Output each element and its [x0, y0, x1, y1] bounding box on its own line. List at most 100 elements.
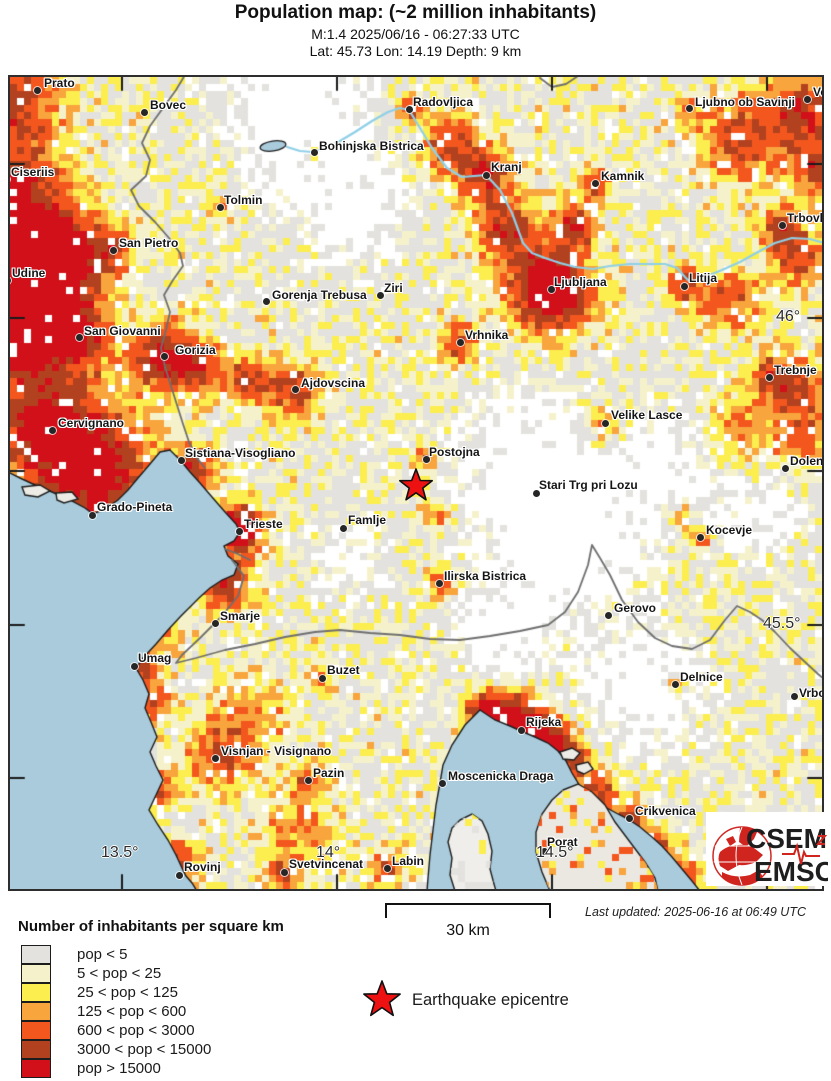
scale-bar-label: 30 km [446, 922, 490, 939]
city-dot [591, 179, 599, 187]
logo-line2: EMSC [754, 856, 828, 886]
legend-item: 600 < pop < 3000 [21, 1021, 211, 1040]
city-label: Trieste [244, 517, 283, 531]
scale-bar-line [385, 903, 551, 905]
city-label: Ljubljana [554, 275, 607, 289]
legend-item-label: pop < 5 [77, 946, 128, 963]
city-label: Ciseriis [11, 165, 55, 179]
city-dot [604, 611, 612, 619]
city-dot [696, 533, 704, 541]
city-dot [601, 419, 609, 427]
city-label: San Pietro [119, 236, 179, 250]
legend-item-label: 600 < pop < 3000 [77, 1022, 195, 1039]
legend-title: Number of inhabitants per square km [18, 918, 284, 935]
city-label: Crikvenica [635, 804, 696, 818]
header: Population map: (~2 million inhabitants)… [0, 2, 831, 59]
city-dot [383, 864, 391, 872]
legend-item: pop < 5 [21, 945, 211, 964]
city-label: Delnice [680, 670, 723, 684]
city-label: Kranj [491, 160, 522, 174]
city-dot [456, 338, 464, 346]
city-label: Litija [689, 271, 718, 285]
population-map: Prato Bovec Radovljica Ljubno ob Savinji Ve C… [8, 75, 824, 891]
city-dot [280, 868, 288, 876]
city-dot [376, 291, 384, 299]
city-dot [482, 171, 490, 179]
coordinate-label: 14.5° [536, 844, 574, 861]
legend: pop < 5 5 < pop < 25 25 < pop < 125 125 < p… [21, 945, 211, 1078]
city-dot [175, 871, 183, 879]
legend-swatch [21, 1059, 51, 1078]
city-dot [130, 662, 138, 670]
city-label: Rovinj [184, 860, 221, 874]
city-dot [435, 579, 443, 587]
city-dot [310, 148, 318, 156]
legend-item: 125 < pop < 600 [21, 1002, 211, 1021]
epicentre-legend-star-icon [363, 980, 401, 1017]
city-label: Pazin [313, 766, 345, 780]
city-label: Postojna [429, 445, 480, 459]
city-label: Cervignano [58, 416, 125, 430]
city-label: Porat [547, 835, 578, 849]
city-dot [685, 104, 693, 112]
city-dot [339, 524, 347, 532]
city-label: Udine [12, 266, 46, 280]
city-dot [790, 692, 798, 700]
legend-item-label: 125 < pop < 600 [77, 1003, 187, 1020]
city-dot [532, 489, 540, 497]
city-label: Ilirska Bistrica [444, 569, 527, 583]
city-label: Buzet [327, 663, 360, 677]
epicenter-star-icon [398, 468, 434, 501]
city-label: Gorenja Trebusa [272, 288, 367, 302]
city-dot [803, 95, 811, 103]
city-label: Umag [138, 651, 172, 665]
city-dot [211, 619, 219, 627]
city-dot [405, 105, 413, 113]
city-label: Radovljica [413, 95, 474, 109]
city-dot [291, 385, 299, 393]
legend-item-label: 3000 < pop < 15000 [77, 1041, 212, 1058]
city-dot [262, 297, 270, 305]
scale-bar: 30 km [385, 903, 551, 943]
city-label: Sistiana-Visogliano [185, 446, 296, 460]
coordinate-label: 13.5° [101, 844, 139, 861]
city-label: Ziri [384, 281, 403, 295]
city-dot [109, 246, 117, 254]
city-label: Bovec [150, 98, 187, 112]
scale-bar-right-tick [549, 903, 551, 918]
city-label: San Giovanni [84, 324, 161, 338]
city-dot [304, 776, 312, 784]
legend-item: 3000 < pop < 15000 [21, 1040, 211, 1059]
city-dot [177, 456, 185, 464]
city-label: Smarje [220, 609, 261, 623]
city-dot [33, 86, 41, 94]
city-dot [671, 680, 679, 688]
city-label: Vrhnika [465, 328, 509, 342]
city-label: Vrbo [799, 686, 824, 700]
city-label: Tolmin [224, 193, 263, 207]
coordinate-label: 46° [776, 308, 801, 325]
city-label: Ve [813, 85, 822, 99]
city-label: Ljubno ob Savinji [695, 95, 795, 109]
legend-swatch [21, 964, 51, 983]
city-label: Dolenj [790, 454, 824, 468]
last-updated-text: Last updated: 2025-06-16 at 06:49 UTC [585, 905, 806, 919]
legend-swatch [21, 983, 51, 1002]
legend-item: 25 < pop < 125 [21, 983, 211, 1002]
city-label: Trebnje [774, 363, 817, 377]
legend-item: 5 < pop < 25 [21, 964, 211, 983]
city-label: Gerovo [614, 601, 657, 615]
city-label: Bohinjska Bistrica [319, 139, 424, 153]
city-label: Rijeka [526, 715, 562, 729]
city-dot [318, 674, 326, 682]
city-dot [625, 814, 633, 822]
city-dot [140, 108, 148, 116]
city-dot [765, 373, 773, 381]
city-dot [10, 276, 11, 284]
city-dot [781, 464, 789, 472]
city-label: Stari Trg pri Lozu [539, 478, 638, 492]
city-dot [680, 282, 688, 290]
subtitle-coordinates: Lat: 45.73 Lon: 14.19 Depth: 9 km [309, 43, 522, 59]
city-dot [778, 221, 786, 229]
